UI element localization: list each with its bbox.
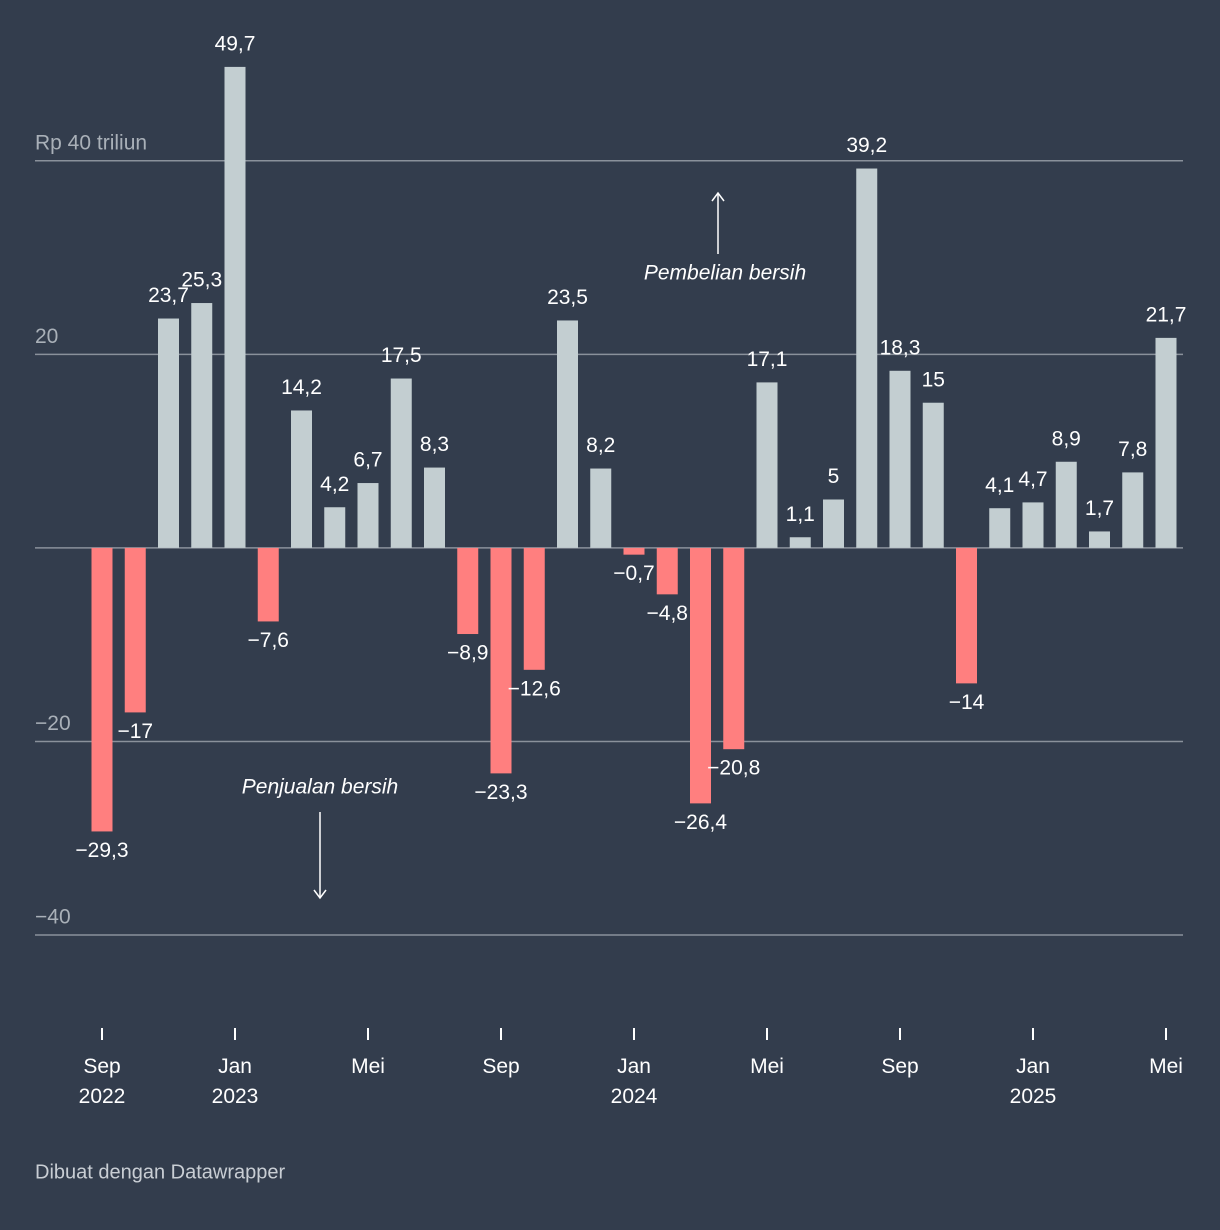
bar	[1055, 461, 1077, 548]
bar	[457, 547, 479, 635]
x-tick-label: Sep	[881, 1055, 918, 1078]
value-label: −29,3	[75, 839, 128, 862]
value-label: 49,7	[215, 32, 256, 55]
x-tick-label: Sep	[482, 1055, 519, 1078]
value-label: 5	[828, 465, 840, 488]
bar	[224, 66, 246, 548]
annotation: Pembelian bersih	[644, 262, 806, 285]
x-tick-label: Mei	[351, 1055, 385, 1078]
x-tick-label: Mei	[750, 1055, 784, 1078]
value-label: −23,3	[474, 781, 527, 804]
value-label: 8,9	[1052, 427, 1081, 450]
bar	[656, 547, 678, 595]
x-tick-label: Jan 2024	[611, 1055, 658, 1108]
bar	[623, 547, 645, 555]
arrow-head	[711, 191, 725, 202]
value-label: −26,4	[674, 811, 727, 834]
value-label: −17	[117, 720, 153, 743]
value-label: −14	[949, 691, 985, 714]
value-label: −8,9	[447, 642, 488, 665]
bar	[191, 303, 213, 548]
bar	[723, 547, 745, 750]
bar	[989, 508, 1011, 548]
annotation: Penjualan bersih	[242, 776, 398, 799]
bar	[158, 318, 179, 548]
value-label: 18,3	[880, 336, 921, 359]
arrow-head	[313, 889, 327, 900]
bar	[124, 547, 146, 713]
bar	[257, 547, 279, 622]
bar	[823, 499, 844, 548]
bar	[856, 168, 878, 548]
value-label: 15	[922, 368, 945, 391]
value-label: −4,8	[647, 602, 688, 625]
bar	[756, 382, 778, 548]
x-tick-label: Sep 2022	[79, 1055, 126, 1108]
footer: Dibuat dengan Datawrapper	[35, 1161, 286, 1183]
value-label: 8,2	[586, 434, 615, 457]
bar	[523, 547, 545, 670]
value-label: 25,3	[181, 269, 222, 292]
value-label: 4,7	[1018, 468, 1047, 491]
bar	[91, 547, 113, 832]
bar	[922, 402, 944, 548]
value-label: −0,7	[613, 562, 654, 585]
bar	[590, 468, 612, 548]
value-label: 17,1	[747, 348, 788, 371]
y-tick-label: Rp 40 triliun	[35, 131, 147, 154]
value-label: 39,2	[846, 134, 887, 157]
bar	[889, 370, 911, 548]
bar	[1089, 531, 1110, 548]
bar	[557, 320, 578, 548]
bar	[1122, 472, 1144, 548]
value-label: −20,8	[707, 757, 760, 780]
bar	[357, 483, 379, 548]
value-label: 1,1	[786, 503, 815, 526]
y-tick-label: −40	[35, 906, 71, 929]
bar	[490, 547, 512, 774]
value-label: 7,8	[1118, 438, 1147, 461]
value-label: −7,6	[248, 629, 289, 652]
value-label: 14,2	[281, 376, 322, 399]
bar	[1155, 337, 1177, 548]
x-tick-label: Jan 2025	[1010, 1055, 1057, 1108]
bar	[390, 378, 412, 548]
value-label: 4,1	[985, 474, 1014, 497]
value-label: 17,5	[381, 344, 422, 367]
value-label: 21,7	[1146, 303, 1187, 326]
bar	[291, 410, 312, 548]
value-label: 8,3	[420, 433, 449, 456]
value-label: 23,7	[148, 284, 189, 307]
bar	[956, 547, 977, 684]
x-tick-label: Jan 2023	[212, 1055, 259, 1108]
value-label: −12,6	[508, 677, 561, 700]
y-tick-label: −20	[35, 712, 71, 735]
bar	[1022, 502, 1044, 548]
value-label: 4,2	[320, 473, 349, 496]
value-label: 1,7	[1085, 497, 1114, 520]
bar	[789, 537, 811, 548]
value-label: 6,7	[353, 449, 382, 472]
value-label: 23,5	[547, 286, 588, 309]
bar	[424, 467, 445, 548]
x-tick-label: Mei	[1149, 1055, 1183, 1078]
y-tick-label: 20	[35, 325, 58, 348]
bar	[690, 547, 711, 804]
bar	[324, 507, 346, 548]
